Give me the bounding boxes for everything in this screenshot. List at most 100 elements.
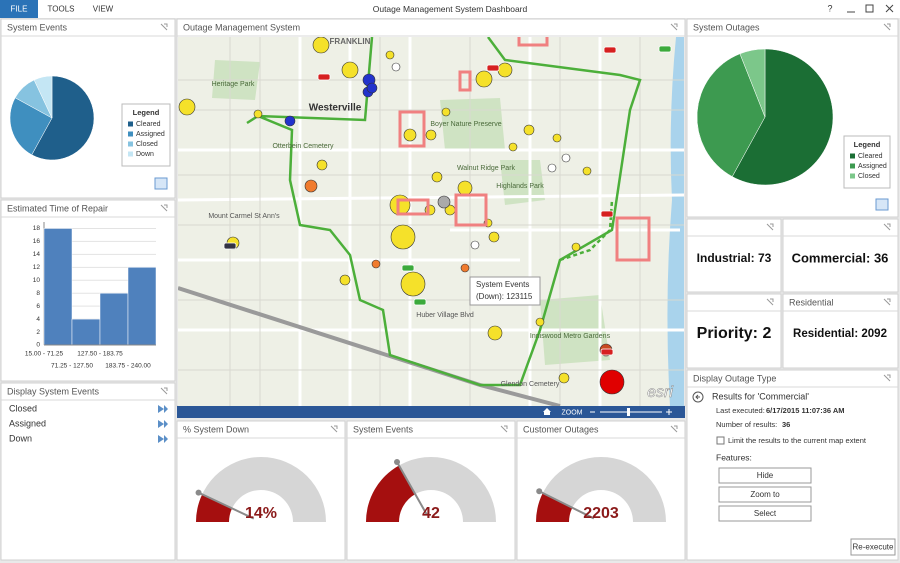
event-marker[interactable] — [400, 271, 426, 297]
event-marker[interactable] — [389, 194, 411, 216]
list-item[interactable]: Down — [9, 433, 32, 443]
pin-icon[interactable] — [160, 23, 168, 31]
legend-toggle[interactable] — [154, 177, 168, 190]
close-button[interactable] — [885, 4, 894, 13]
event-marker[interactable] — [312, 37, 330, 54]
event-marker[interactable] — [552, 133, 562, 143]
button-label[interactable]: Zoom to — [750, 490, 780, 499]
map-label: Mount Carmel St Ann's — [208, 213, 280, 220]
list-icon[interactable] — [158, 420, 168, 428]
checkbox-label[interactable]: Limit the results to the current map ext… — [728, 436, 867, 445]
button-label[interactable]: Hide — [757, 471, 774, 480]
pin-icon[interactable] — [883, 298, 891, 306]
list-item[interactable]: Closed — [9, 403, 37, 413]
event-marker[interactable] — [316, 159, 328, 171]
feature-button[interactable] — [718, 505, 812, 522]
legend-title: Legend — [854, 140, 881, 149]
event-marker[interactable] — [341, 61, 359, 79]
event-marker[interactable] — [178, 98, 196, 116]
pin-icon[interactable] — [883, 223, 891, 231]
event-marker[interactable] — [391, 62, 401, 72]
event-marker[interactable] — [304, 179, 318, 193]
pin-icon[interactable] — [330, 425, 338, 433]
event-marker[interactable] — [437, 195, 451, 209]
maximize-button[interactable] — [865, 4, 874, 13]
pin-icon[interactable] — [160, 204, 168, 212]
pin-icon[interactable] — [883, 374, 891, 382]
event-marker[interactable] — [366, 82, 378, 94]
list-icon[interactable] — [158, 405, 168, 413]
event-marker[interactable] — [558, 372, 570, 384]
feature-button[interactable] — [718, 467, 812, 484]
event-marker[interactable] — [425, 129, 437, 141]
pin-icon[interactable] — [766, 223, 774, 231]
event-marker[interactable] — [284, 115, 296, 127]
event-marker[interactable] — [487, 325, 503, 341]
map[interactable]: FRANKLIN Heritage Park Westerville Boyer… — [178, 35, 684, 406]
crew-vehicle[interactable] — [600, 210, 614, 218]
event-marker[interactable] — [599, 369, 625, 395]
pin-icon[interactable] — [670, 23, 678, 31]
file-tab[interactable] — [0, 0, 38, 18]
checkbox[interactable] — [716, 436, 725, 445]
outage-area[interactable] — [398, 110, 426, 148]
home-button[interactable] — [543, 408, 551, 415]
event-marker[interactable] — [253, 109, 263, 119]
outage-area[interactable] — [396, 198, 430, 216]
event-marker[interactable] — [561, 153, 571, 163]
outage-area[interactable] — [615, 216, 651, 262]
tooltip-text: System Events — [476, 280, 529, 289]
button-label[interactable]: Select — [754, 509, 777, 518]
menu-item[interactable]: FILE — [11, 5, 28, 14]
menu-item[interactable]: VIEW — [93, 5, 114, 14]
zoom-thumb[interactable] — [627, 408, 630, 416]
event-marker[interactable] — [339, 274, 351, 286]
event-marker[interactable] — [403, 128, 417, 142]
legend-toggle[interactable] — [875, 198, 889, 211]
event-marker[interactable] — [488, 231, 500, 243]
event-marker[interactable] — [371, 259, 381, 269]
event-marker[interactable] — [457, 180, 473, 196]
bar — [43, 228, 73, 346]
event-marker[interactable] — [390, 224, 416, 250]
event-marker[interactable] — [441, 107, 451, 117]
event-marker[interactable] — [460, 263, 470, 273]
menu-item[interactable]: TOOLS — [48, 5, 75, 14]
crew-vehicle[interactable] — [600, 348, 614, 356]
event-marker[interactable] — [508, 142, 518, 152]
crew-vehicle[interactable] — [317, 73, 331, 81]
map-tooltip — [469, 276, 541, 306]
back-button[interactable] — [692, 391, 704, 403]
outage-area[interactable] — [517, 35, 549, 47]
event-marker[interactable] — [431, 171, 443, 183]
crew-vehicle[interactable] — [401, 264, 415, 272]
list-item[interactable]: Assigned — [9, 418, 46, 428]
pin-icon[interactable] — [883, 23, 891, 31]
event-marker[interactable] — [523, 124, 535, 136]
outage-area[interactable] — [454, 193, 488, 227]
event-marker[interactable] — [497, 62, 513, 78]
button-label[interactable]: Re-execute — [853, 543, 894, 552]
event-marker[interactable] — [571, 242, 581, 252]
event-marker[interactable] — [547, 163, 557, 173]
event-marker[interactable] — [582, 166, 592, 176]
crew-vehicle[interactable] — [486, 64, 500, 72]
crew-vehicle[interactable] — [658, 45, 672, 53]
crew-vehicle[interactable] — [223, 242, 237, 250]
reexecute-button[interactable] — [850, 538, 896, 556]
event-marker[interactable] — [470, 240, 480, 250]
event-marker[interactable] — [475, 70, 493, 88]
pin-icon[interactable] — [670, 425, 678, 433]
event-marker[interactable] — [385, 50, 395, 60]
list-icon[interactable] — [158, 435, 168, 443]
help-button[interactable]: ? — [827, 3, 832, 13]
pin-icon[interactable] — [160, 387, 168, 395]
pin-icon[interactable] — [766, 298, 774, 306]
event-marker[interactable] — [535, 317, 545, 327]
pin-icon[interactable] — [500, 425, 508, 433]
outage-area[interactable] — [458, 70, 472, 92]
feature-button[interactable] — [718, 486, 812, 503]
crew-vehicle[interactable] — [603, 46, 617, 54]
zoom-in[interactable] — [666, 409, 672, 415]
crew-vehicle[interactable] — [413, 298, 427, 306]
